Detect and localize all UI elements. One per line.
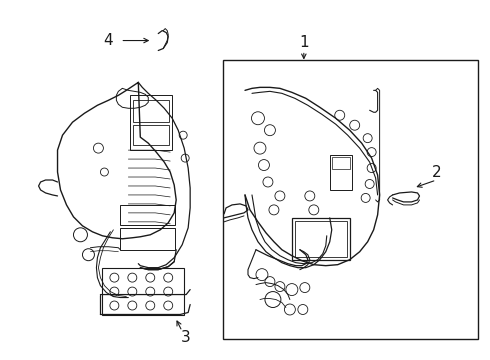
Text: 2: 2 — [432, 165, 441, 180]
Bar — [102, 268, 184, 315]
Bar — [121, 205, 175, 225]
Bar — [121, 228, 175, 250]
Text: 3: 3 — [181, 330, 191, 345]
Bar — [332, 157, 350, 169]
Bar — [133, 100, 169, 122]
Bar — [292, 218, 350, 260]
Bar — [223, 60, 478, 339]
Text: 4: 4 — [103, 33, 113, 48]
Bar — [295, 221, 347, 257]
Bar — [133, 125, 169, 145]
Text: 1: 1 — [299, 35, 309, 50]
Bar — [330, 155, 352, 190]
Bar — [130, 95, 172, 150]
